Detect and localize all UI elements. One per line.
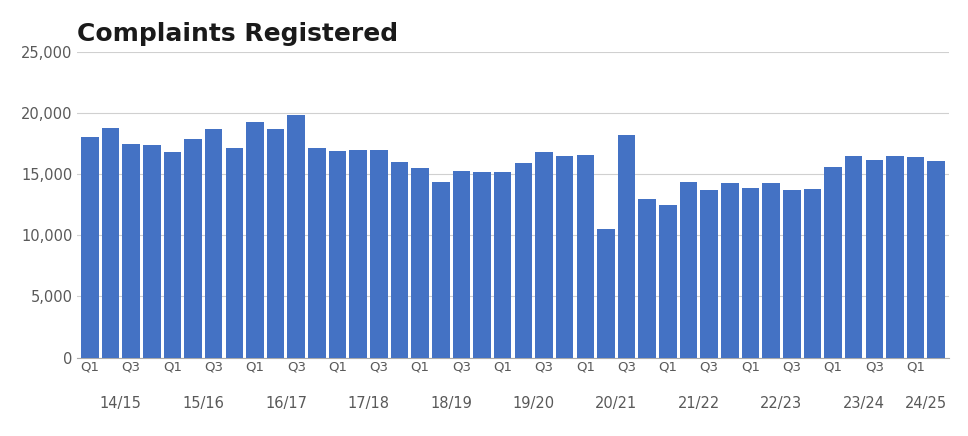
Text: 19/20: 19/20: [513, 396, 555, 412]
Bar: [639, 199, 656, 358]
Bar: [81, 136, 99, 358]
Text: 18/19: 18/19: [430, 396, 472, 412]
Text: Complaints Registered: Complaints Registered: [77, 22, 399, 46]
Bar: [473, 172, 491, 358]
Bar: [763, 183, 780, 358]
Bar: [267, 129, 285, 358]
Bar: [927, 161, 945, 358]
Bar: [701, 190, 718, 358]
Bar: [721, 183, 739, 358]
Text: 21/22: 21/22: [678, 396, 720, 412]
Bar: [825, 167, 842, 358]
Bar: [391, 162, 408, 358]
Bar: [411, 168, 429, 358]
Bar: [535, 153, 553, 358]
Bar: [783, 190, 801, 358]
Text: 14/15: 14/15: [100, 396, 141, 412]
Bar: [515, 164, 532, 358]
Text: 16/17: 16/17: [265, 396, 307, 412]
Bar: [659, 205, 677, 358]
Bar: [453, 171, 470, 358]
Bar: [907, 157, 924, 358]
Text: 23/24: 23/24: [843, 396, 885, 412]
Bar: [618, 135, 635, 358]
Bar: [845, 156, 862, 358]
Bar: [226, 147, 243, 358]
Bar: [803, 189, 821, 358]
Text: 15/16: 15/16: [182, 396, 225, 412]
Text: 20/21: 20/21: [595, 396, 637, 412]
Bar: [184, 139, 201, 358]
Bar: [164, 153, 181, 358]
Bar: [349, 150, 367, 358]
Bar: [329, 151, 347, 358]
Bar: [577, 155, 594, 358]
Bar: [741, 188, 759, 358]
Text: 24/25: 24/25: [905, 396, 947, 412]
Bar: [494, 172, 511, 358]
Bar: [246, 122, 263, 358]
Text: 17/18: 17/18: [348, 396, 389, 412]
Bar: [556, 156, 573, 358]
Bar: [865, 160, 883, 358]
Bar: [886, 156, 904, 358]
Bar: [597, 229, 615, 358]
Bar: [432, 182, 449, 358]
Bar: [308, 147, 325, 358]
Bar: [143, 145, 161, 358]
Bar: [122, 144, 140, 358]
Bar: [370, 150, 387, 358]
Bar: [102, 128, 119, 358]
Bar: [287, 115, 305, 358]
Text: 22/23: 22/23: [760, 396, 802, 412]
Bar: [205, 129, 223, 358]
Bar: [680, 182, 697, 358]
